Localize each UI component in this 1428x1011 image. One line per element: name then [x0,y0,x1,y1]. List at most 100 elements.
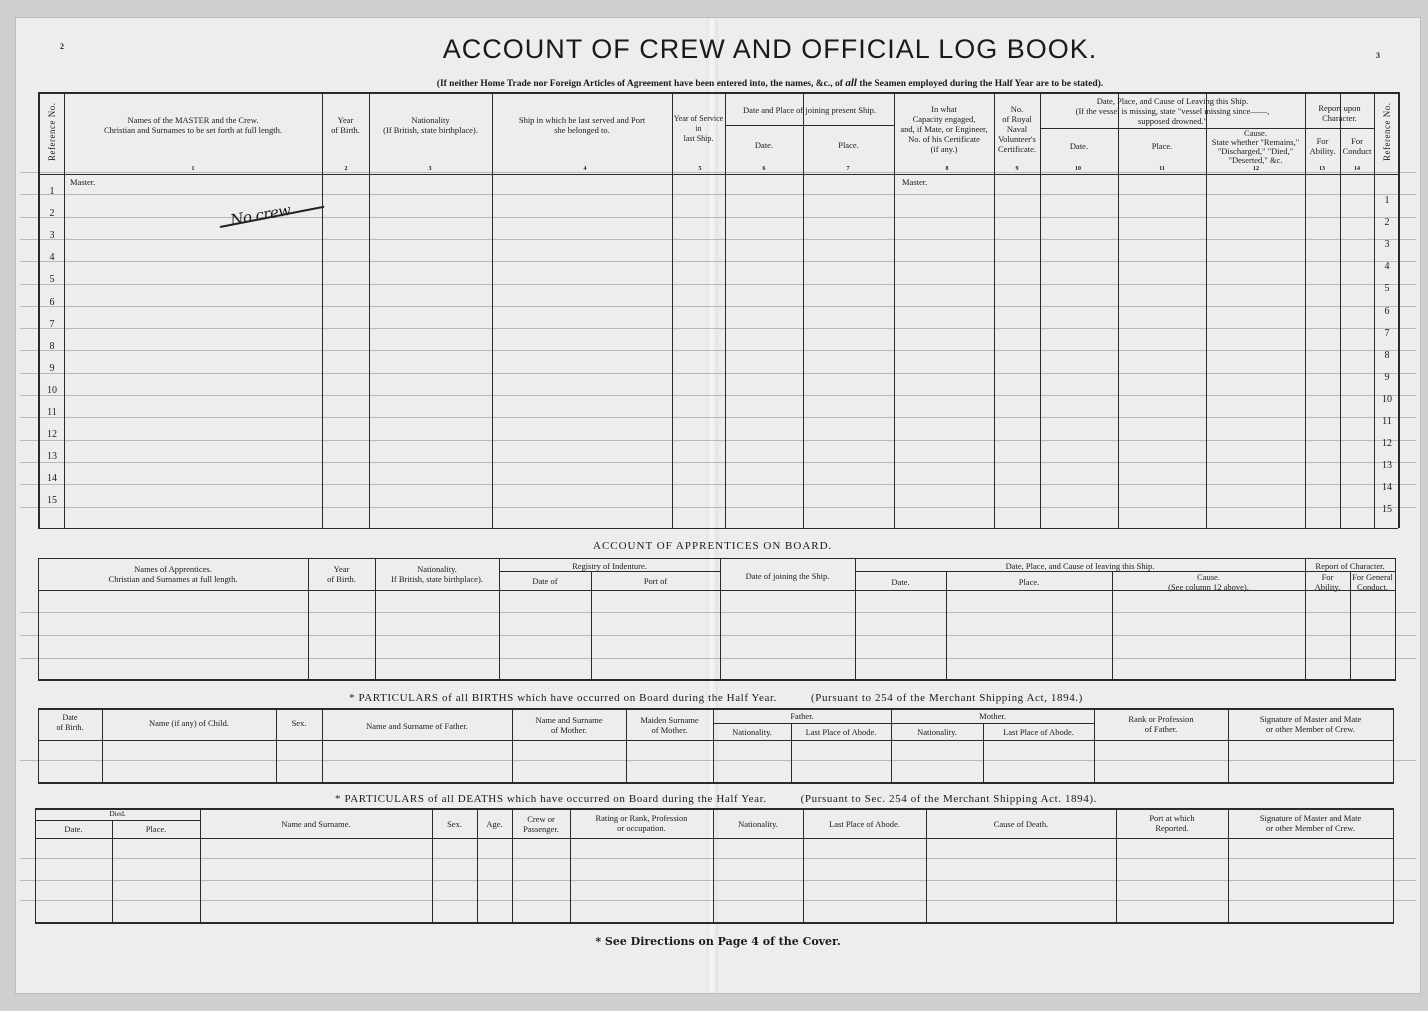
table-line [38,558,39,679]
header-capacity: In what Capacity engaged, and, if Mate, … [900,104,988,154]
header-leaving-place: Place. [1151,141,1173,151]
header-reference-left: Reference No. [47,102,57,162]
table-line [725,125,894,126]
ruled-line [20,461,1416,463]
row-reference-number-right: 2 [1384,217,1390,229]
header-rnv-certificate: No. of Royal Naval Volunteer's Certifica… [998,104,1036,154]
table-line [1340,92,1341,528]
header-joining: Date and Place of joining present Ship. [743,105,876,115]
row-reference-number-right: 1 [1384,195,1390,206]
row-reference-number-left: 1 [49,186,55,197]
column-number: 8 [945,166,949,172]
births-header-father: Father. [790,711,814,721]
table-line [1228,808,1229,922]
table-line [1393,808,1394,922]
app-header-leaving-place: Place. [1018,577,1040,587]
row-reference-number-right: 12 [1382,438,1392,450]
table-line [713,723,1094,724]
table-line [200,808,201,922]
table-line [38,708,39,782]
table-line [626,708,627,782]
row-reference-number-left: 7 [49,318,55,330]
app-header-year: Year of Birth. [327,564,356,584]
table-line [38,558,1396,559]
table-line [35,808,1394,810]
ruled-line [20,484,1416,486]
table-line [38,679,1396,681]
column-number: 6 [762,166,766,172]
table-line [112,820,113,922]
table-line [499,571,720,572]
table-line [926,808,927,922]
app-header-leaving-cause: Cause. (See column 12 above). [1168,572,1249,592]
table-line [803,92,804,528]
header-years-service: Year of Service in last Ship. [673,114,724,143]
deaths-header-age: Age. [486,819,503,829]
deaths-header-name: Name and Surname. [281,819,351,829]
ruled-line [20,439,1416,441]
table-line [322,92,323,528]
app-header-report: Report of Character. [1315,560,1385,571]
table-line [855,558,856,679]
header-leaving-cause: Cause. State whether "Remains," "Dischar… [1211,128,1300,165]
table-line [720,558,721,679]
table-line [322,708,323,782]
ruled-line [20,417,1416,419]
row-reference-number-right: 3 [1384,239,1390,251]
table-line [1094,708,1095,782]
deaths-header-signature: Signature of Master and Mate or other Me… [1259,813,1362,833]
table-line [1350,571,1351,679]
logbook-page-spread [16,18,1420,993]
births-header-mother-nationality: Nationality. [917,727,957,737]
table-line [1374,92,1375,528]
table-line [725,92,726,528]
births-header-mother-abode: Last Place of Abode. [1003,727,1074,737]
row-reference-number-left: 12 [47,429,57,441]
table-line [946,571,947,679]
table-line [855,571,1305,572]
header-year-of-birth: Year of Birth. [331,115,360,135]
births-pursuant: (Pursuant to 254 of the Merchant Shippin… [810,692,1083,704]
births-header-maiden: Maiden Surname of Mother. [640,715,699,735]
master-label-names: Master. [70,177,96,187]
ruled-line [20,328,1416,330]
table-line [1112,571,1113,679]
table-line [713,708,714,782]
table-line [591,571,592,679]
ruled-line [20,658,1416,659]
births-title-row: * PARTICULARS of all BIRTHS which have o… [38,692,1394,705]
table-line [308,558,309,679]
column-number: 12 [1253,166,1259,172]
row-reference-number-left: 6 [49,296,55,308]
table-line [1305,128,1374,129]
ruled-line [20,261,1416,263]
ruled-line [20,172,1416,173]
table-line [512,808,513,922]
deaths-header-crew-passenger: Crew or Passenger. [523,814,559,834]
ruled-line [20,238,1416,240]
births-title: * PARTICULARS of all BIRTHS which have o… [349,692,777,704]
row-reference-number-left: 11 [47,407,57,418]
table-line [1305,558,1306,679]
deaths-header-sex: Sex. [447,819,462,829]
table-line [38,528,1398,529]
table-line [492,92,493,528]
table-line [35,808,36,922]
row-reference-number-right: 8 [1384,349,1390,361]
table-line [1305,92,1306,528]
births-header-child: Name (if any) of Child. [148,718,230,728]
row-reference-number-right: 5 [1384,283,1390,295]
header-report: Report upon Character. [1318,103,1361,123]
deaths-header-died: Died. [109,809,126,818]
ruled-line [20,372,1416,374]
table-line [38,174,1398,175]
deaths-header-date: Date. [64,824,83,834]
table-line [38,92,40,528]
ruled-line [20,305,1416,307]
table-line [1040,128,1305,129]
table-line [1395,558,1396,679]
column-number: 5 [698,166,702,172]
row-reference-number-right: 4 [1384,261,1390,273]
row-reference-number-left: 8 [49,340,55,352]
subtitle-pre: (If neither Home Trade nor Foreign Artic… [436,79,846,89]
